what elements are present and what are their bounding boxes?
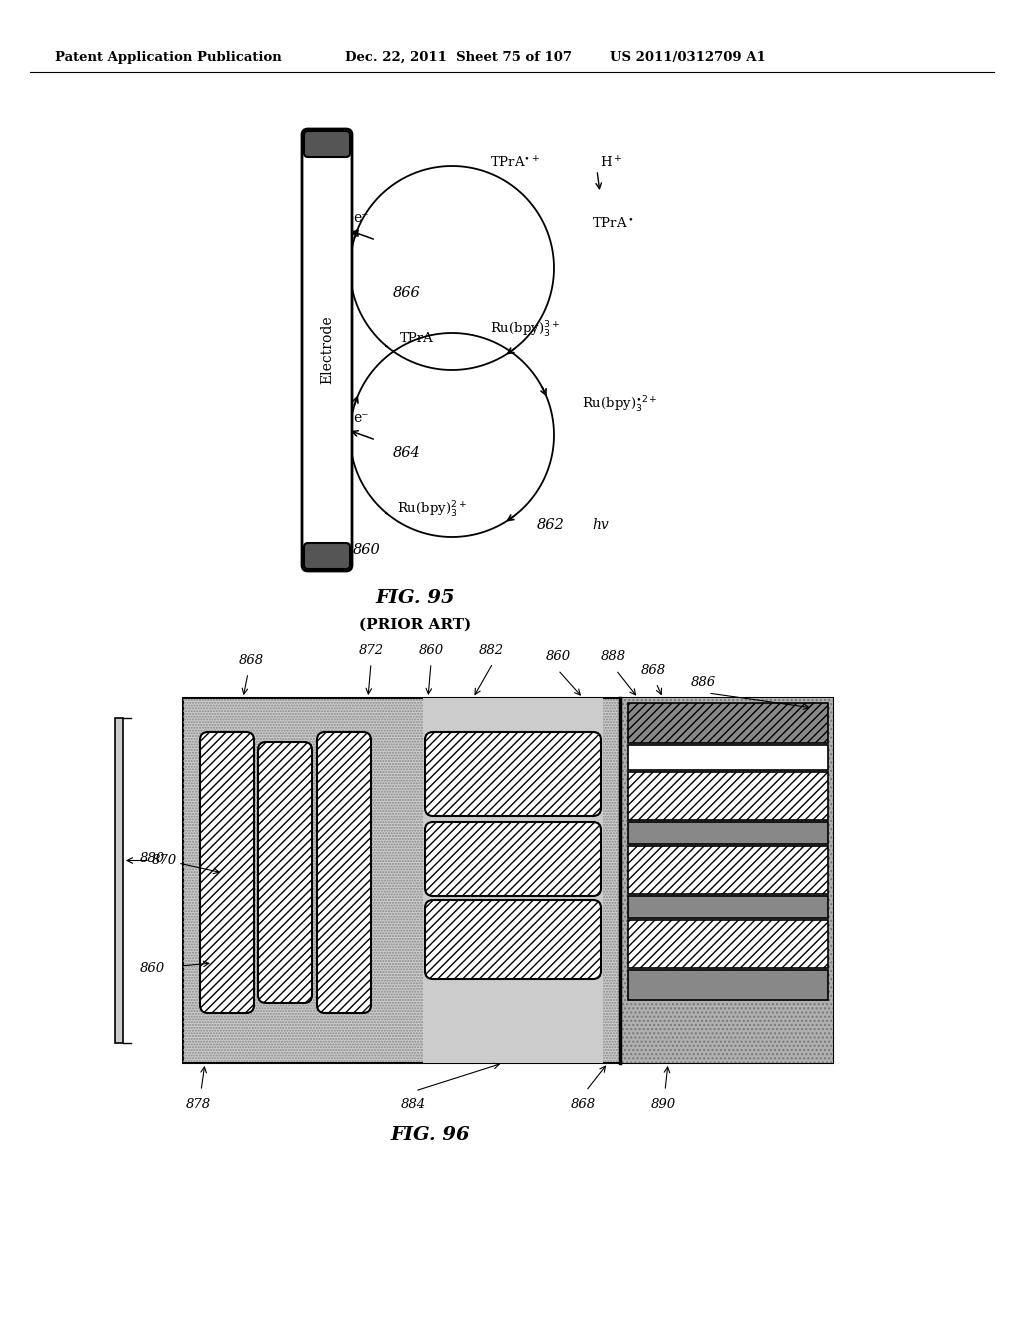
Text: 860: 860 xyxy=(140,961,165,974)
Bar xyxy=(620,698,833,1063)
Text: Ru(bpy)$_3^{\bullet 2+}$: Ru(bpy)$_3^{\bullet 2+}$ xyxy=(582,395,657,414)
Text: 860: 860 xyxy=(419,644,443,656)
Text: e⁻: e⁻ xyxy=(353,211,369,224)
Bar xyxy=(183,698,833,1063)
Bar xyxy=(620,698,833,1063)
Bar xyxy=(183,698,833,1063)
FancyBboxPatch shape xyxy=(425,733,601,816)
Text: 870: 870 xyxy=(152,854,177,867)
Bar xyxy=(628,744,828,770)
FancyBboxPatch shape xyxy=(302,129,352,572)
FancyBboxPatch shape xyxy=(200,733,254,1012)
Text: 888: 888 xyxy=(600,649,626,663)
Text: H$^+$: H$^+$ xyxy=(600,156,623,170)
Bar xyxy=(628,846,828,894)
Text: 882: 882 xyxy=(478,644,504,656)
Text: 860: 860 xyxy=(546,649,570,663)
Text: 868: 868 xyxy=(570,1098,596,1111)
FancyBboxPatch shape xyxy=(258,742,312,1003)
Bar xyxy=(628,970,828,1001)
Text: TPrA$^{\bullet+}$: TPrA$^{\bullet+}$ xyxy=(490,156,540,170)
Text: 866: 866 xyxy=(393,286,421,300)
Text: TPrA$^\bullet$: TPrA$^\bullet$ xyxy=(592,216,634,230)
FancyBboxPatch shape xyxy=(425,822,601,896)
FancyBboxPatch shape xyxy=(304,131,350,157)
Text: 886: 886 xyxy=(690,676,716,689)
Bar xyxy=(628,920,828,968)
Text: 890: 890 xyxy=(650,1098,676,1111)
FancyBboxPatch shape xyxy=(317,733,371,1012)
Text: 860: 860 xyxy=(353,543,381,557)
Text: 868: 868 xyxy=(239,653,263,667)
Text: Electrode: Electrode xyxy=(319,315,334,384)
Text: 884: 884 xyxy=(400,1098,426,1111)
Bar xyxy=(628,772,828,820)
Text: TPrA: TPrA xyxy=(400,331,434,345)
Text: hv: hv xyxy=(592,517,608,532)
Text: 868: 868 xyxy=(640,664,666,676)
Text: 872: 872 xyxy=(358,644,384,656)
Text: US 2011/0312709 A1: US 2011/0312709 A1 xyxy=(610,50,766,63)
Text: 880: 880 xyxy=(140,851,165,865)
Bar xyxy=(115,718,123,1043)
Bar xyxy=(628,822,828,843)
Text: 864: 864 xyxy=(393,446,421,459)
Text: Patent Application Publication: Patent Application Publication xyxy=(55,50,282,63)
Bar xyxy=(628,704,828,743)
Text: 862: 862 xyxy=(537,517,565,532)
Bar xyxy=(423,698,603,1063)
Text: 878: 878 xyxy=(185,1098,211,1111)
FancyBboxPatch shape xyxy=(425,900,601,979)
Text: FIG. 95: FIG. 95 xyxy=(375,589,455,607)
Text: Ru(bpy)$_3^{2+}$: Ru(bpy)$_3^{2+}$ xyxy=(397,500,467,520)
Text: Dec. 22, 2011  Sheet 75 of 107: Dec. 22, 2011 Sheet 75 of 107 xyxy=(345,50,572,63)
Bar xyxy=(628,896,828,917)
Text: (PRIOR ART): (PRIOR ART) xyxy=(358,618,471,632)
Text: FIG. 96: FIG. 96 xyxy=(390,1126,470,1144)
Text: e⁻: e⁻ xyxy=(353,411,369,425)
FancyBboxPatch shape xyxy=(304,543,350,569)
Text: Ru(bpy)$_3^{3+}$: Ru(bpy)$_3^{3+}$ xyxy=(490,319,560,341)
